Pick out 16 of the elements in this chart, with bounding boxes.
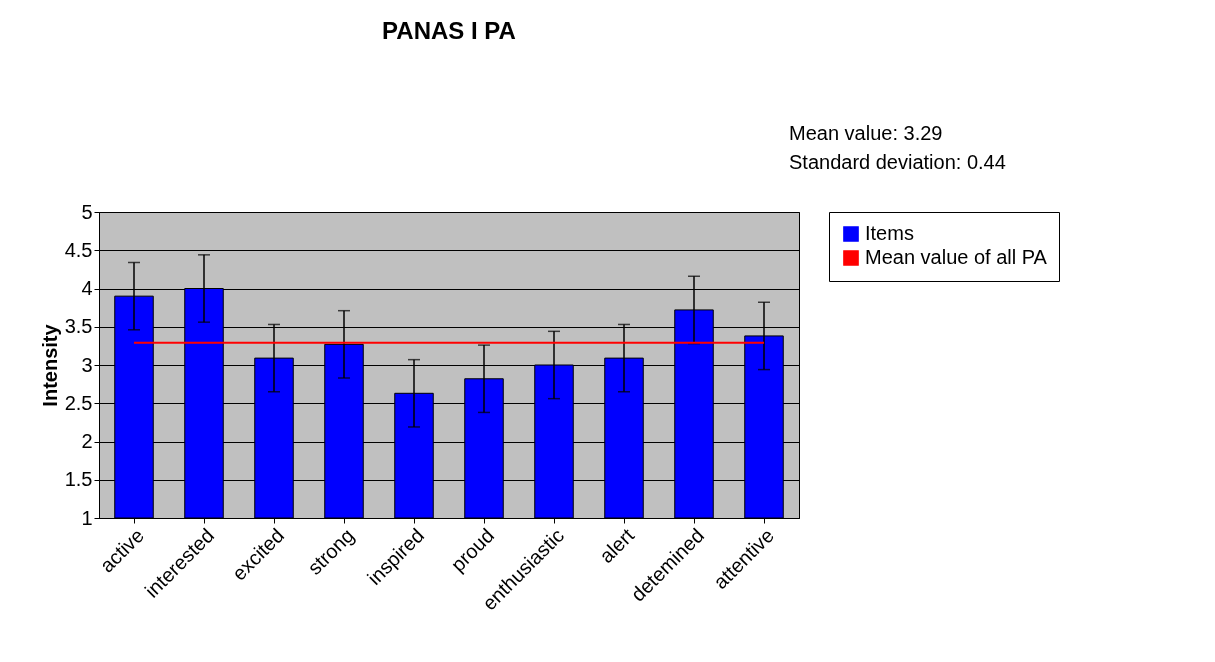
y-tick-label: 1 [81, 506, 93, 529]
y-axis-title: Intensity [38, 323, 61, 407]
x-tick-label: alert [595, 523, 639, 568]
text: Mean value: 3.29 [789, 122, 943, 144]
y-tick-label: 4 [81, 277, 93, 299]
y-tick-label: 2 [81, 430, 93, 452]
legend-label: Mean value of all PA [865, 246, 1048, 268]
legend-label: Items [865, 222, 914, 244]
y-tick-label: 3 [81, 353, 93, 376]
y-tick-label: 4.5 [64, 238, 93, 261]
chart-title: PANAS I PA [382, 17, 516, 44]
y-tick-label: 2.5 [64, 391, 93, 414]
y-tick-label: 1.5 [64, 468, 93, 491]
y-tick-label: 3.5 [64, 315, 93, 338]
text: Standard deviation: 0.44 [789, 151, 1006, 173]
y-tick-label: 5 [81, 200, 93, 223]
